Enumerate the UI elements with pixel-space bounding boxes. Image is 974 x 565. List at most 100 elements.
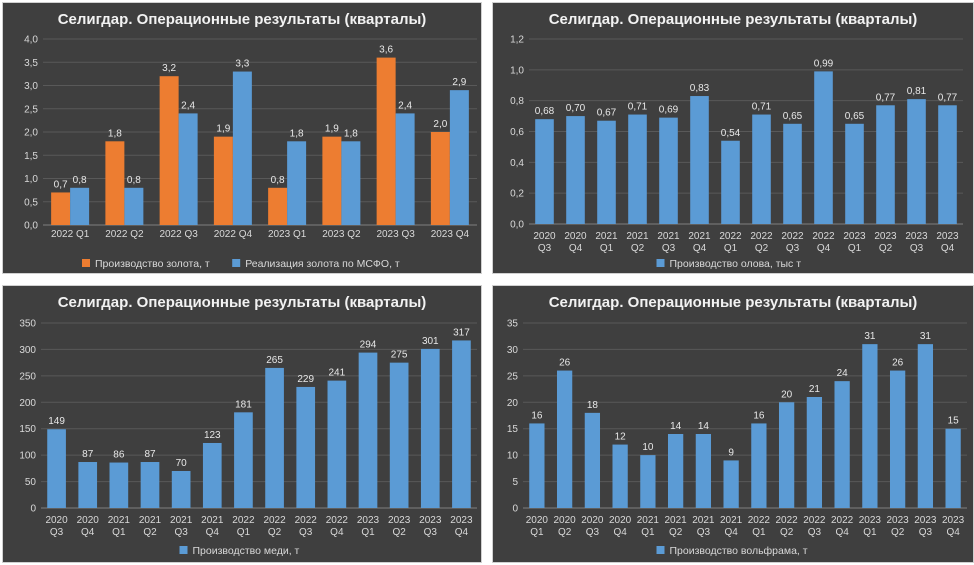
bar xyxy=(535,119,554,224)
data-label: 0,71 xyxy=(752,102,772,113)
x-tick-label: Q1 xyxy=(641,527,655,538)
y-tick-label: 1,0 xyxy=(510,65,524,76)
data-label: 70 xyxy=(176,458,188,469)
x-tick-label: 2023 xyxy=(936,231,959,242)
y-tick-label: 0,8 xyxy=(510,96,524,107)
x-tick-label: Q4 xyxy=(724,527,738,538)
y-tick-label: 35 xyxy=(507,319,519,330)
x-tick-label: Q4 xyxy=(569,243,583,254)
x-tick-label: 2023 xyxy=(874,231,897,242)
chart-title: Селигдар. Операционные результаты (кварт… xyxy=(58,11,427,28)
data-label: 241 xyxy=(329,368,346,379)
x-tick-label: Q4 xyxy=(455,527,469,538)
x-tick-label: Q2 xyxy=(268,527,282,538)
y-tick-label: 300 xyxy=(19,345,36,356)
bar xyxy=(341,141,361,225)
data-label: 18 xyxy=(587,400,599,411)
x-tick-label: Q4 xyxy=(206,527,220,538)
x-tick-label: Q4 xyxy=(941,243,955,254)
bar xyxy=(695,434,712,508)
data-label: 12 xyxy=(615,432,627,443)
y-tick-label: 0 xyxy=(30,504,36,515)
bar xyxy=(358,352,378,508)
x-tick-label: 2022 xyxy=(803,515,826,526)
data-label: 0,83 xyxy=(690,83,710,94)
x-tick-label: 2022 xyxy=(719,231,742,242)
chart-tungsten-panel: Селигдар. Операционные результаты (кварт… xyxy=(492,285,974,563)
y-tick-label: 10 xyxy=(507,451,519,462)
bar xyxy=(140,462,160,508)
y-tick-label: 0 xyxy=(512,504,518,515)
x-tick-label: 2021 xyxy=(657,231,680,242)
x-tick-label: 2020 xyxy=(533,231,556,242)
bar xyxy=(452,340,471,508)
bar xyxy=(834,381,850,508)
bar xyxy=(640,455,656,508)
data-label: 24 xyxy=(837,368,849,379)
bar xyxy=(597,120,616,224)
data-label: 0,65 xyxy=(845,111,865,122)
data-label: 20 xyxy=(781,389,793,400)
data-label: 317 xyxy=(453,327,470,338)
x-tick-label: 2020 xyxy=(581,515,604,526)
x-tick-label: 2022 xyxy=(812,231,835,242)
data-label: 229 xyxy=(297,374,314,385)
x-tick-label: 2022 xyxy=(263,515,286,526)
x-tick-label: 2023 Q4 xyxy=(431,229,470,240)
bar xyxy=(178,113,198,225)
data-label: 3,3 xyxy=(235,59,249,70)
x-tick-label: Q3 xyxy=(424,527,438,538)
x-tick-label: 2022 xyxy=(232,515,255,526)
bar xyxy=(556,370,573,508)
y-tick-label: 350 xyxy=(19,319,36,330)
x-tick-label: 2022 Q4 xyxy=(214,229,253,240)
data-label: 0,71 xyxy=(628,102,648,113)
legend-label: Производство олова, тыс т xyxy=(670,258,802,270)
x-tick-label: 2021 xyxy=(665,515,688,526)
x-tick-label: Q2 xyxy=(891,527,905,538)
bar xyxy=(389,362,409,508)
x-tick-label: Q2 xyxy=(669,527,683,538)
bar xyxy=(322,136,342,225)
x-tick-label: Q2 xyxy=(392,527,406,538)
legend-swatch xyxy=(656,546,665,554)
data-label: 26 xyxy=(559,358,571,369)
bar xyxy=(232,71,252,225)
data-label: 301 xyxy=(422,336,439,347)
x-tick-label: 2022 xyxy=(748,515,771,526)
x-tick-label: Q3 xyxy=(662,243,676,254)
x-tick-label: 2021 xyxy=(139,515,162,526)
chart-svg: Селигдар. Операционные результаты (кварт… xyxy=(3,3,481,273)
bar xyxy=(752,114,771,224)
bar xyxy=(945,428,961,508)
x-tick-label: 2023 Q3 xyxy=(376,229,415,240)
data-label: 16 xyxy=(531,410,543,421)
legend-swatch xyxy=(656,259,665,267)
x-tick-label: 2021 xyxy=(637,515,660,526)
x-tick-label: Q3 xyxy=(299,527,313,538)
x-tick-label: 2020 xyxy=(77,515,100,526)
x-tick-label: 2023 Q2 xyxy=(322,229,361,240)
bar xyxy=(420,348,440,508)
x-tick-label: 2021 xyxy=(688,231,711,242)
x-tick-label: Q2 xyxy=(143,527,157,538)
x-tick-label: 2022 Q3 xyxy=(159,229,198,240)
x-tick-label: 2023 xyxy=(887,515,910,526)
data-label: 31 xyxy=(920,331,932,342)
bar xyxy=(47,429,66,508)
bar xyxy=(171,471,191,508)
x-tick-label: 2023 xyxy=(914,515,937,526)
bar xyxy=(376,57,396,225)
bar xyxy=(51,192,71,225)
bar xyxy=(690,96,709,224)
data-label: 2,4 xyxy=(398,100,412,111)
x-tick-label: 2021 xyxy=(595,231,618,242)
bar xyxy=(612,444,628,508)
data-label: 0,8 xyxy=(73,175,87,186)
data-label: 21 xyxy=(809,384,821,395)
y-tick-label: 50 xyxy=(25,477,37,488)
x-tick-label: Q1 xyxy=(361,527,375,538)
bar xyxy=(938,105,957,224)
bar xyxy=(566,116,585,224)
y-tick-label: 0,6 xyxy=(510,127,524,138)
